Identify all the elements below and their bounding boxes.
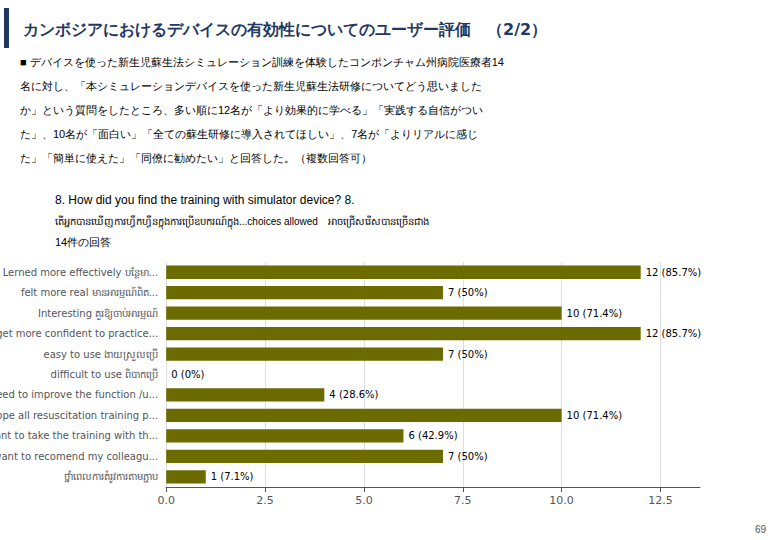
svg-text:easy to use ងាយស្រួលប្រើ: easy to use ងាយស្រួលប្រើ [44, 348, 159, 362]
svg-text:10 (71.4%): 10 (71.4%) [567, 308, 623, 319]
svg-text:7.5: 7.5 [454, 494, 472, 507]
svg-text:0 (0%): 0 (0%) [171, 369, 204, 380]
svg-text:た」「簡単に使えた」「同僚に勧めたい」と回答した。（複数回答: た」「簡単に使えた」「同僚に勧めたい」と回答した。（複数回答可） [20, 152, 372, 164]
svg-text:12 (85.7%): 12 (85.7%) [646, 328, 702, 339]
svg-text:want to recomend my colleagu..: want to recomend my colleagu... [0, 451, 158, 462]
svg-text:want to take the training with: want to take the training with th... [0, 430, 158, 441]
svg-text:12 (85.7%): 12 (85.7%) [646, 267, 702, 278]
svg-text:8. How did you find the traini: 8. How did you find the training with si… [55, 193, 355, 207]
svg-text:Interesting គួរឱ្យចាប់អារម្មណ៍: Interesting គួរឱ្យចាប់អារម្មណ៍ [38, 307, 158, 321]
svg-text:get more confident to practice: get more confident to practice... [0, 328, 158, 339]
svg-text:0.0: 0.0 [157, 494, 175, 507]
svg-text:7 (50%): 7 (50%) [448, 287, 488, 298]
svg-text:need to improve the function /: need to improve the function /u... [0, 389, 158, 400]
svg-text:តើអ្នកបានឃើញការហ្វឹកហ្វឺនក្នុង: តើអ្នកបានឃើញការហ្វឹកហ្វឺនក្នុងការប្រើឧបក… [55, 215, 429, 230]
svg-text:felt more real មានអារម្មណ៍ពិត.: felt more real មានអារម្មណ៍ពិត... [21, 286, 158, 299]
svg-text:■ デバイスを使った新生児蘇生法シミュレーション訓練を体験し: ■ デバイスを使った新生児蘇生法シミュレーション訓練を体験したコンポンチャム州病… [20, 56, 504, 68]
svg-text:difficult to use ពិបាកប្រើ: difficult to use ពិបាកប្រើ [51, 368, 159, 381]
svg-text:7 (50%): 7 (50%) [448, 349, 488, 360]
svg-text:69: 69 [755, 524, 767, 535]
svg-text:1 (7.1%): 1 (7.1%) [211, 471, 254, 482]
svg-text:Lerned more effectively បន្ថែម: Lerned more effectively បន្ថែមា... [3, 266, 158, 279]
svg-text:7 (50%): 7 (50%) [448, 451, 488, 462]
svg-text:10.0: 10.0 [549, 494, 574, 507]
svg-text:名に対し、「本シミュレーションデバイスを使った新生児蘇生法研: 名に対し、「本シミュレーションデバイスを使った新生児蘇生法研修についてどう思いま… [20, 80, 482, 93]
svg-text:4 (28.6%): 4 (28.6%) [329, 389, 378, 400]
svg-text:た」、10名が「面白い」「全ての蘇生研修に導入されてほしい」: た」、10名が「面白い」「全ての蘇生研修に導入されてほしい」、7名が「よりリアル… [20, 128, 478, 140]
svg-text:ថ្នាំពេលការតំរូវការតាមភ្ជាប: ថ្នាំពេលការតំរូវការតាមភ្ជាប [64, 470, 158, 484]
svg-text:14件の回答: 14件の回答 [55, 236, 111, 248]
svg-text:カンボジアにおけるデバイスの有効性についてのユーザー評価 （: カンボジアにおけるデバイスの有効性についてのユーザー評価 （2/2） [23, 20, 547, 39]
svg-text:6 (42.9%): 6 (42.9%) [408, 430, 457, 441]
svg-text:5.0: 5.0 [355, 494, 373, 507]
svg-text:12.5: 12.5 [648, 494, 673, 507]
svg-text:2.5: 2.5 [256, 494, 274, 507]
svg-text:10 (71.4%): 10 (71.4%) [567, 410, 623, 421]
svg-text:か」という質問をしたところ、多い順に12名が「より効果的に学: か」という質問をしたところ、多い順に12名が「より効果的に学べる」「実践する自信… [20, 104, 483, 117]
svg-text:hope all resuscitation trainin: hope all resuscitation training p... [0, 410, 158, 421]
